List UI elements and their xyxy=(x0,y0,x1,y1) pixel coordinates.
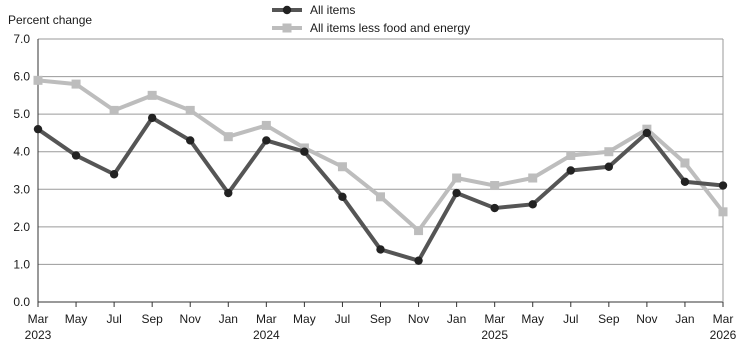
data-point xyxy=(566,166,575,175)
data-point xyxy=(223,132,233,142)
x-tick-label: Nov xyxy=(180,312,201,326)
y-tick-label: 1.0 xyxy=(13,257,30,271)
x-tick-label: Mar xyxy=(28,312,49,326)
y-tick-label: 0.0 xyxy=(13,295,30,309)
legend-marker xyxy=(282,23,292,33)
data-point xyxy=(147,113,157,123)
x-tick-label: Nov xyxy=(636,312,657,326)
data-point xyxy=(718,181,728,190)
x-tick-label: Mar xyxy=(484,312,505,326)
legend-marker xyxy=(282,5,292,15)
x-tick-label: Jan xyxy=(219,312,238,326)
x-year-label: 2026 xyxy=(710,328,737,342)
data-point xyxy=(224,188,233,198)
data-point xyxy=(452,173,462,183)
x-tick-label: Jan xyxy=(447,312,466,326)
y-axis-ticks: 0.0 1.0 2.0 3.0 4.0 5.0 6.0 7.0 xyxy=(13,32,30,309)
y-tick-label: 7.0 xyxy=(13,32,30,46)
data-point xyxy=(566,150,576,160)
data-point xyxy=(680,177,690,186)
data-point xyxy=(528,173,538,183)
x-tick-label: Mar xyxy=(713,312,734,326)
data-point xyxy=(71,151,81,160)
y-axis-label: Percent change xyxy=(8,13,92,27)
x-tick-label: Jul xyxy=(335,312,350,326)
data-point xyxy=(109,105,119,115)
data-point xyxy=(300,147,309,156)
legend: All items All items less food and energy xyxy=(272,3,470,35)
data-point xyxy=(414,256,423,265)
data-point xyxy=(604,147,614,157)
y-tick-label: 2.0 xyxy=(13,220,30,234)
x-tick-label: Sep xyxy=(598,312,620,326)
data-point xyxy=(528,200,537,209)
data-point xyxy=(33,124,43,134)
data-point xyxy=(71,79,81,89)
data-point xyxy=(490,203,499,213)
y-tick-label: 6.0 xyxy=(13,70,30,84)
x-tick-label: May xyxy=(521,312,544,326)
x-axis-ticks: Mar May Jul Sep Nov Jan Mar May Jul Sep Nov Jan Mar M… xyxy=(25,302,737,342)
data-point xyxy=(718,207,728,217)
data-point xyxy=(262,136,271,145)
y-tick-label: 3.0 xyxy=(13,182,30,196)
data-point xyxy=(642,128,652,138)
data-point xyxy=(33,75,43,85)
y-tick-label: 4.0 xyxy=(13,145,30,159)
x-tick-label: Mar xyxy=(256,312,277,326)
data-point xyxy=(490,181,500,191)
data-point xyxy=(261,120,271,130)
data-point xyxy=(414,226,424,236)
data-point xyxy=(337,162,347,172)
x-year-label: 2025 xyxy=(481,328,508,342)
x-tick-label: Sep xyxy=(370,312,392,326)
x-year-label: 2024 xyxy=(253,328,280,342)
legend-label: All items xyxy=(310,3,355,17)
data-point xyxy=(604,162,614,171)
data-series xyxy=(33,75,728,265)
data-point xyxy=(376,192,385,202)
data-point xyxy=(452,188,461,198)
x-tick-label: May xyxy=(293,312,316,326)
y-tick-label: 5.0 xyxy=(13,107,30,121)
data-point xyxy=(109,170,119,179)
gridlines xyxy=(37,38,724,303)
legend-label: All items less food and energy xyxy=(310,21,470,35)
x-tick-label: Jul xyxy=(563,312,578,326)
data-point xyxy=(338,192,347,201)
x-tick-label: Nov xyxy=(408,312,429,326)
x-tick-label: May xyxy=(65,312,88,326)
data-point xyxy=(185,105,195,115)
x-tick-label: Jan xyxy=(675,312,694,326)
data-point xyxy=(680,158,690,168)
x-tick-label: Sep xyxy=(141,312,163,326)
x-year-label: 2023 xyxy=(25,328,52,342)
x-tick-label: Jul xyxy=(106,312,121,326)
data-point xyxy=(376,245,385,254)
data-point xyxy=(186,136,195,145)
data-point xyxy=(147,90,157,100)
